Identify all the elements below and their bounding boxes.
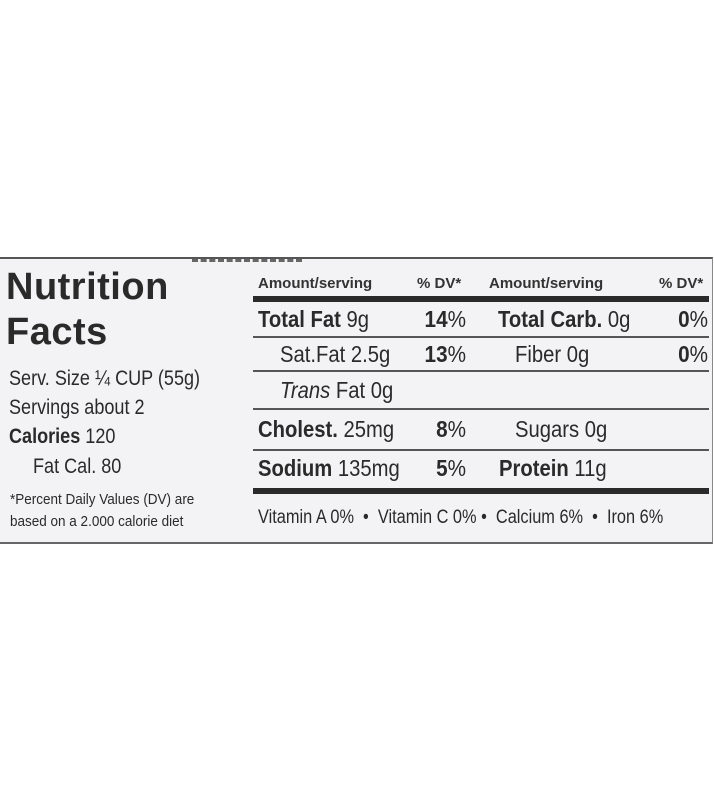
serving-size: Serv. Size ¼ CUP (55g)	[9, 368, 200, 389]
footnote-line2: based on a 2.000 calorie diet	[10, 513, 184, 530]
nutrient-amount: 25mg	[343, 416, 395, 442]
title-nutrition: Nutrition	[6, 266, 169, 308]
dv-unit: %	[447, 306, 466, 332]
header-amount-right: Amount/serving	[489, 275, 604, 292]
serving-size-value: ¼ CUP (55g)	[95, 367, 201, 390]
thick-divider	[253, 488, 709, 494]
protein-row: Protein 11g	[499, 457, 607, 480]
calories-value: 120	[85, 425, 116, 448]
total-carb-row: Total Carb. 0g	[498, 308, 630, 331]
header-dv-left: % DV*	[417, 275, 462, 292]
title-facts: Facts	[6, 311, 108, 353]
nutrient-name: Sodium	[258, 455, 333, 481]
nutrient-amount: 0g	[607, 306, 631, 332]
sodium-dv: 5%	[398, 457, 466, 480]
sat-fat-row: Sat.Fat 2.5g	[280, 343, 390, 366]
vitamins-minerals: Vitamin A 0% • Vitamin C 0% • Calcium 6%…	[258, 507, 664, 528]
header-amount-left: Amount/serving	[258, 275, 373, 292]
cholesterol-dv: 8%	[398, 418, 466, 441]
dv-number: 0	[678, 306, 690, 332]
nutrient-name: Cholest.	[258, 416, 338, 442]
footnote-line1: *Percent Daily Values (DV) are	[10, 491, 195, 508]
nutrient-name: Total Fat	[258, 306, 341, 332]
header-dv-right: % DV*	[659, 275, 704, 292]
nutrient-name: Total Carb.	[498, 306, 603, 332]
printed-mark	[192, 259, 302, 265]
fiber-row: Fiber 0g	[515, 341, 590, 367]
total-carb-dv: 0%	[638, 308, 708, 331]
dv-unit: %	[689, 306, 708, 332]
nutrient-amount: 11g	[574, 455, 607, 481]
sodium-row: Sodium 135mg	[258, 457, 400, 480]
divider	[253, 408, 709, 410]
nutrient-name: Sat.Fat	[280, 341, 346, 367]
dv-number: 14	[424, 306, 448, 332]
divider	[253, 370, 709, 372]
nutrient-name: Protein	[499, 455, 569, 481]
dv-number: 8	[436, 416, 448, 442]
servings-per-container: Servings about 2	[9, 396, 145, 419]
trans-fat-row: Trans Fat 0g	[280, 379, 393, 402]
calories: Calories 120	[9, 426, 115, 447]
nutrient-name: Trans	[280, 377, 331, 403]
divider	[253, 336, 709, 338]
nutrient-amount: 135mg	[337, 455, 400, 481]
dv-unit: %	[689, 341, 708, 367]
dv-unit: %	[447, 455, 466, 481]
dv-number: 5	[436, 455, 448, 481]
fiber-dv: 0%	[638, 343, 708, 366]
nutrient-amount: 2.5g	[350, 341, 391, 367]
nutrient-amount: Fat 0g	[335, 377, 394, 403]
divider	[253, 449, 709, 451]
serving-size-label: Serv. Size	[9, 367, 90, 390]
thick-divider	[253, 296, 709, 302]
total-fat-row: Total Fat 9g	[258, 308, 369, 331]
sugars-row: Sugars 0g	[515, 416, 608, 442]
dv-unit: %	[447, 341, 466, 367]
nutrient-amount: 9g	[346, 306, 369, 332]
total-fat-dv: 14%	[398, 308, 466, 331]
nutrition-label	[0, 257, 713, 544]
dv-number: 0	[678, 341, 690, 367]
sat-fat-dv: 13%	[398, 343, 466, 366]
dv-unit: %	[447, 416, 466, 442]
calories-label: Calories	[9, 425, 81, 448]
cholesterol-row: Cholest. 25mg	[258, 418, 394, 441]
fat-calories: Fat Cal. 80	[33, 455, 122, 478]
dv-number: 13	[424, 341, 448, 367]
